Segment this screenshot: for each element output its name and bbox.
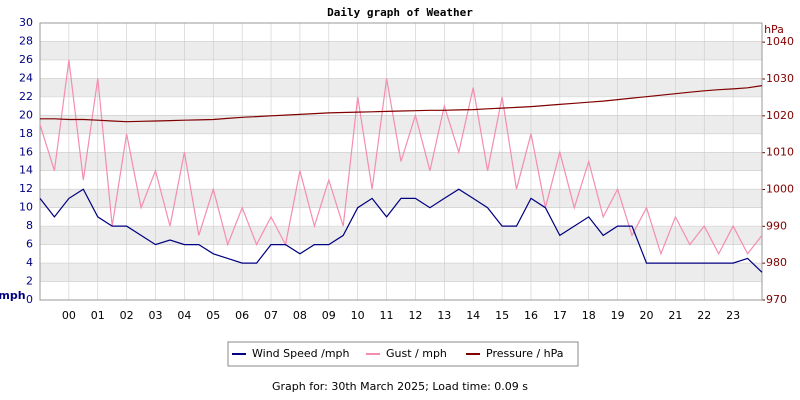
x-tick-label: 21 — [668, 309, 682, 322]
series-line — [40, 85, 763, 123]
chart-title: Daily graph of Weather — [327, 6, 473, 19]
x-tick-label: 02 — [120, 309, 134, 322]
y-tick-label: 20 — [19, 108, 33, 121]
legend-label: Pressure / hPa — [486, 347, 564, 360]
x-tick-label: 16 — [524, 309, 538, 322]
x-tick-label: 22 — [697, 309, 711, 322]
x-tick-label: 06 — [235, 309, 249, 322]
footer: Graph for: 30th March 2025; Load time: 0… — [272, 380, 528, 393]
y2-tick-label: 1020 — [766, 109, 794, 122]
y-tick-label: 0 — [26, 293, 33, 306]
y-tick-label: 6 — [26, 238, 33, 251]
legend-label: Gust / mph — [386, 347, 447, 360]
grid-band — [40, 263, 762, 282]
x-tick-label: 00 — [62, 309, 76, 322]
y2-tick-label: 970 — [766, 293, 787, 306]
y2-tick-label: 1040 — [766, 35, 794, 48]
x-tick-label: 10 — [351, 309, 365, 322]
x-tick-label: 04 — [177, 309, 191, 322]
y-tick-label: 8 — [26, 219, 33, 232]
y-tick-label: 18 — [19, 127, 33, 140]
x-tick-label: 15 — [495, 309, 509, 322]
x-tick-label: 13 — [437, 309, 451, 322]
legend-label: Wind Speed /mph — [252, 347, 350, 360]
x-tick-label: 05 — [206, 309, 220, 322]
grid-band — [40, 78, 762, 97]
plot-border — [39, 22, 763, 301]
y2-tick-label: 990 — [766, 219, 787, 232]
y-tick-label: 16 — [19, 145, 33, 158]
x-tick-label: 11 — [380, 309, 394, 322]
y-tick-label: 22 — [19, 90, 33, 103]
x-tick-label: 12 — [408, 309, 422, 322]
y-tick-label: 4 — [26, 256, 33, 269]
x-tick-label: 23 — [726, 309, 740, 322]
y2-tick-label: 1010 — [766, 146, 794, 159]
x-tick-label: 01 — [91, 309, 105, 322]
y2-axis-label: hPa — [764, 23, 784, 36]
series-line — [39, 188, 763, 273]
x-tick-label: 19 — [611, 309, 625, 322]
grid-band — [40, 41, 762, 60]
y2-tick-label: 1000 — [766, 182, 794, 195]
x-tick-label: 08 — [293, 309, 307, 322]
y-tick-label: 12 — [19, 182, 33, 195]
x-tick-label: 09 — [322, 309, 336, 322]
legend-box — [227, 341, 579, 367]
grid-band — [40, 226, 762, 245]
x-tick-label: 07 — [264, 309, 278, 322]
y-axis-label: mph — [0, 289, 26, 302]
series-line — [39, 59, 763, 256]
y-tick-label: 14 — [19, 164, 33, 177]
y-tick-label: 28 — [19, 34, 33, 47]
x-tick-label: 14 — [466, 309, 480, 322]
x-tick-label: 17 — [553, 309, 567, 322]
y-tick-label: 24 — [19, 71, 33, 84]
y-tick-label: 10 — [19, 201, 33, 214]
x-tick-label: 03 — [149, 309, 163, 322]
x-tick-label: 18 — [582, 309, 596, 322]
y2-tick-label: 980 — [766, 256, 787, 269]
y2-tick-label: 1030 — [766, 72, 794, 85]
y-tick-label: 26 — [19, 53, 33, 66]
x-tick-label: 20 — [639, 309, 653, 322]
y-tick-label: 30 — [19, 16, 33, 29]
y-tick-label: 2 — [26, 275, 33, 288]
grid-band — [40, 115, 762, 134]
